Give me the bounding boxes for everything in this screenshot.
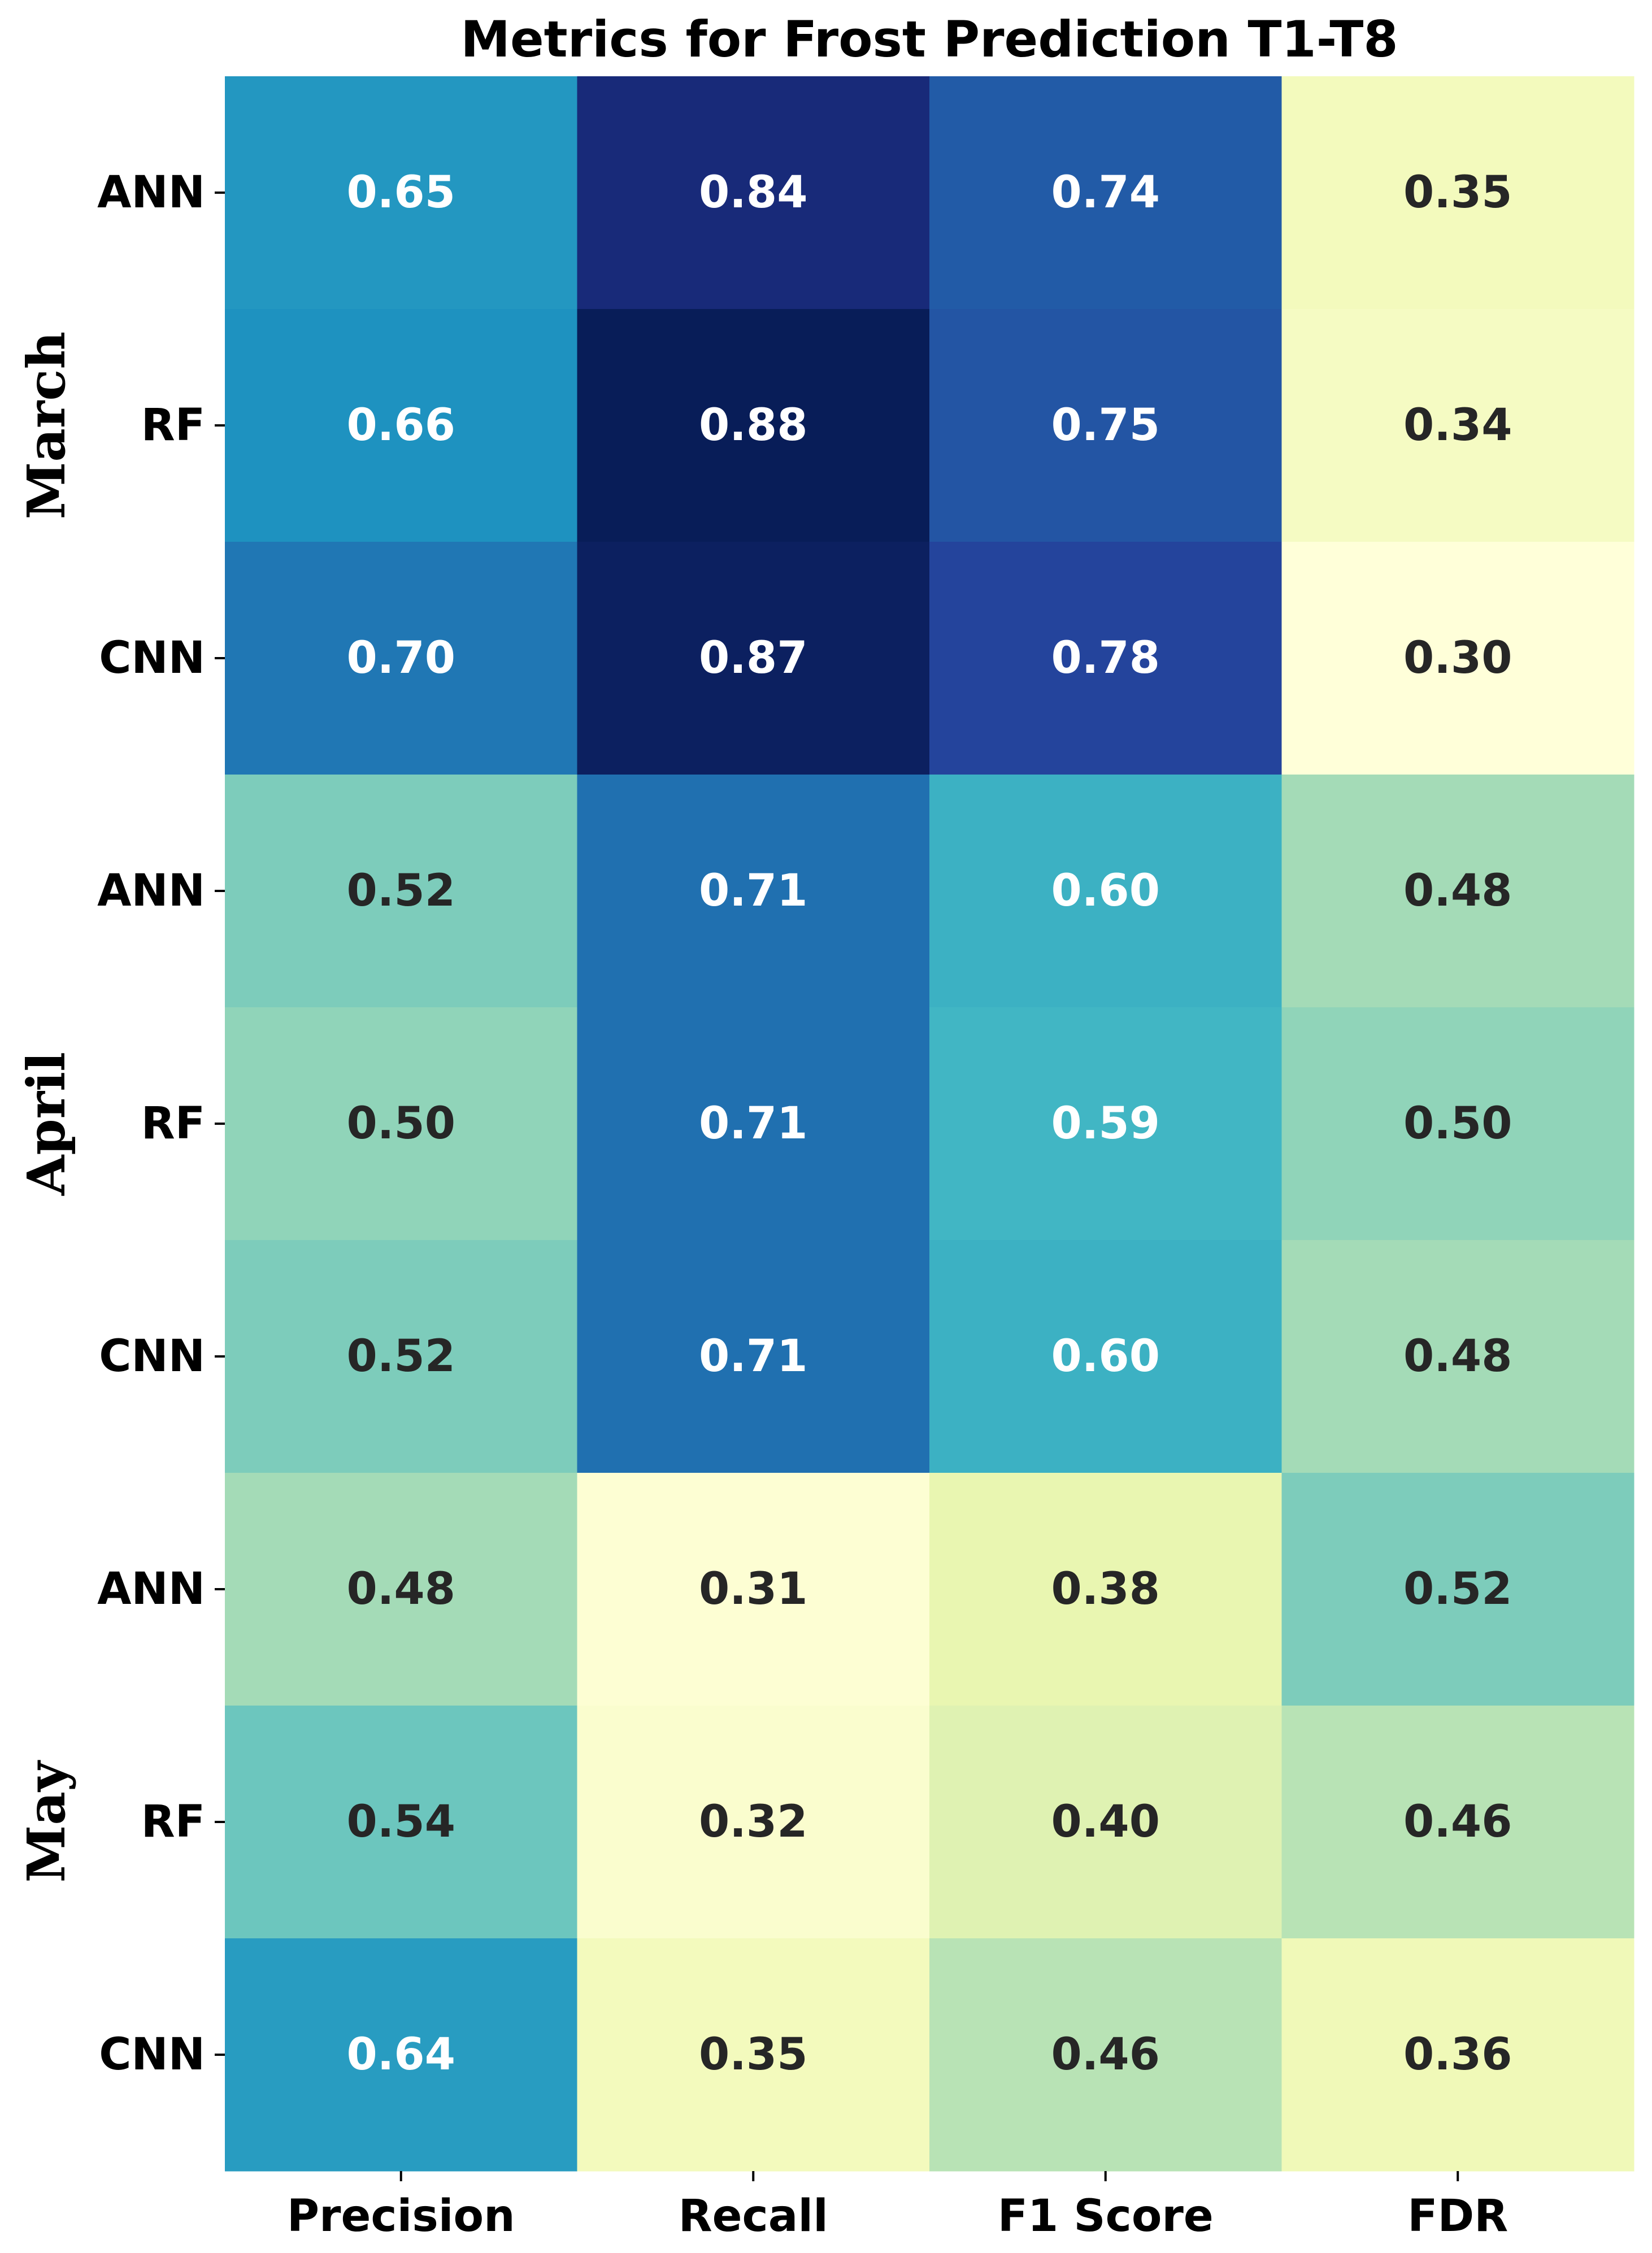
heatmap-cell (225, 309, 577, 542)
cell-value-label: 0.88 (699, 400, 807, 451)
heatmap-cell (929, 542, 1282, 775)
row-tick-label: CNN (99, 633, 205, 684)
heatmap-cell (1281, 1007, 1634, 1241)
cell-value-label: 0.74 (1051, 167, 1160, 218)
row-tick-label: ANN (97, 865, 205, 916)
cell-value-label: 0.50 (347, 1098, 455, 1149)
heatmap-cell (929, 309, 1282, 542)
heatmap-cell (929, 1938, 1282, 2172)
heatmap-cell (1281, 1706, 1634, 1939)
heatmap-cell (577, 76, 930, 310)
cell-value-label: 0.38 (1051, 1564, 1160, 1615)
row-tick-label: RF (141, 1797, 205, 1847)
heatmap-cell (577, 1706, 930, 1939)
heatmap-cell (225, 775, 577, 1008)
heatmap-cell (225, 542, 577, 775)
heatmap-cell (1281, 76, 1634, 310)
cell-value-label: 0.70 (347, 633, 455, 684)
heatmap-cell (577, 1240, 930, 1473)
cell-value-label: 0.66 (347, 400, 455, 451)
heatmap-cell (1281, 1240, 1634, 1473)
cell-value-label: 0.48 (1403, 865, 1512, 916)
row-tick-label: RF (141, 400, 205, 451)
heatmap-cell (577, 309, 930, 542)
cell-value-label: 0.32 (699, 1797, 807, 1847)
heatmap-cell (1281, 542, 1634, 775)
cell-value-label: 0.52 (347, 865, 455, 916)
cell-value-label: 0.54 (347, 1797, 455, 1847)
heatmap-cell (929, 1706, 1282, 1939)
cell-value-label: 0.46 (1403, 1797, 1512, 1847)
column-tick-label: Recall (679, 2191, 828, 2242)
group-label-may: May (16, 1760, 77, 1882)
heatmap-cell (577, 1473, 930, 1706)
column-tick-label: F1 Score (998, 2191, 1214, 2242)
row-tick-labels: ANN RF CNN ANN RF CNN ANN RF CNN (97, 167, 225, 2080)
cell-value-label: 0.71 (699, 865, 807, 916)
row-tick-label: RF (141, 1098, 205, 1149)
column-tick-label: FDR (1407, 2191, 1508, 2242)
heatmap-cell (225, 1473, 577, 1706)
heatmap-cell (1281, 1938, 1634, 2172)
heatmap-cell (929, 775, 1282, 1008)
group-labels: March April May (16, 332, 77, 1883)
cell-value-label: 0.65 (347, 167, 455, 218)
cell-value-label: 0.35 (1403, 167, 1512, 218)
heatmap-cell (1281, 1473, 1634, 1706)
heatmap-cell (929, 1473, 1282, 1706)
column-tick-labels: Precision Recall F1 Score FDR (287, 2171, 1508, 2242)
heatmap-cell (577, 1007, 930, 1241)
cell-value-label: 0.30 (1403, 633, 1512, 684)
cell-value-label: 0.31 (699, 1564, 807, 1615)
heatmap-cell (577, 1938, 930, 2172)
cell-value-label: 0.84 (699, 167, 807, 218)
cell-value-label: 0.60 (1051, 865, 1160, 916)
heatmap-cell (1281, 775, 1634, 1008)
cell-value-label: 0.52 (1403, 1564, 1512, 1615)
row-tick-label: ANN (97, 167, 205, 218)
cell-value-label: 0.71 (699, 1331, 807, 1382)
heatmap-cells: 0.65 0.84 0.74 0.35 0.66 0.88 0.75 0.34 0.70 0.87… (225, 76, 1634, 2172)
cell-value-label: 0.71 (699, 1098, 807, 1149)
cell-value-label: 0.48 (347, 1564, 455, 1615)
heatmap-cell (225, 1007, 577, 1241)
heatmap-cell (225, 1240, 577, 1473)
cell-value-label: 0.75 (1051, 400, 1160, 451)
cell-value-label: 0.52 (347, 1331, 455, 1382)
row-tick-label: CNN (99, 2029, 205, 2080)
cell-value-label: 0.48 (1403, 1331, 1512, 1382)
cell-value-label: 0.46 (1051, 2029, 1160, 2080)
column-tick-label: Precision (287, 2191, 515, 2242)
row-tick-label: CNN (99, 1331, 205, 1382)
cell-value-label: 0.34 (1403, 400, 1512, 451)
chart-title: Metrics for Frost Prediction T1-T8 (460, 10, 1398, 68)
group-label-april: April (16, 1052, 77, 1196)
heatmap-cell (225, 1938, 577, 2172)
cell-value-label: 0.59 (1051, 1098, 1160, 1149)
cell-value-label: 0.36 (1403, 2029, 1512, 2080)
heatmap-cell (225, 1706, 577, 1939)
cell-value-label: 0.87 (699, 633, 807, 684)
heatmap-cell (225, 76, 577, 310)
heatmap-cell (577, 542, 930, 775)
cell-value-label: 0.35 (699, 2029, 807, 2080)
cell-value-label: 0.64 (347, 2029, 455, 2080)
cell-value-label: 0.60 (1051, 1331, 1160, 1382)
cell-value-label: 0.50 (1403, 1098, 1512, 1149)
cell-value-label: 0.40 (1051, 1797, 1160, 1847)
cell-value-label: 0.78 (1051, 633, 1160, 684)
group-label-march: March (16, 332, 77, 520)
row-tick-label: ANN (97, 1564, 205, 1615)
heatmap-cell (1281, 309, 1634, 542)
heatmap-cell (929, 1240, 1282, 1473)
heatmap-cell (929, 1007, 1282, 1241)
heatmap-cell (929, 76, 1282, 310)
heatmap-cell (577, 775, 930, 1008)
